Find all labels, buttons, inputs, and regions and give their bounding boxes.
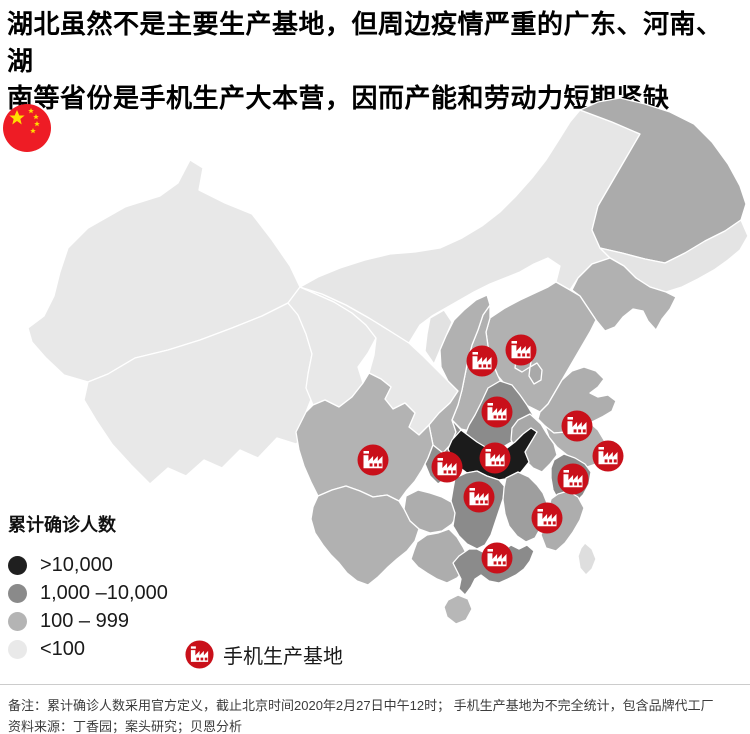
factory-site-icon-fujian bbox=[531, 502, 563, 534]
factory-icon bbox=[185, 640, 214, 669]
factory-site-icon-beijing bbox=[505, 334, 537, 366]
legend-swatch-2 bbox=[8, 611, 27, 631]
factory-legend: 手机生产基地 bbox=[185, 640, 343, 669]
province-yunnan bbox=[310, 485, 420, 586]
legend-row-100-999: 100 – 999 bbox=[8, 607, 168, 635]
factory-site-icon-zhejiang bbox=[557, 463, 589, 495]
province-hainan bbox=[443, 594, 473, 625]
legend-label: 1,000 –10,000 bbox=[40, 581, 168, 604]
factory-legend-label: 手机生产基地 bbox=[223, 646, 343, 668]
factory-site-icon-jiangsu bbox=[561, 410, 593, 442]
legend-label: 100 – 999 bbox=[40, 609, 129, 632]
footer-notes: 备注：累计确诊人数采用官方定义，截止北京时间2020年2月27日中午12时； 手… bbox=[0, 684, 750, 734]
legend-row-lt100: <100 bbox=[8, 635, 168, 663]
legend-label: <100 bbox=[40, 637, 86, 660]
provinces-layer bbox=[27, 97, 749, 625]
factory-site-icon-hunan bbox=[463, 481, 495, 513]
legend-row-gt10000: >10,000 bbox=[8, 551, 168, 579]
factory-site-icon-shanxi bbox=[466, 345, 498, 377]
legend-swatch-1 bbox=[8, 583, 27, 603]
case-legend: 累计确诊人数 >10,000 1,000 –10,000 100 – 999 <… bbox=[8, 511, 168, 663]
legend-swatch-0 bbox=[8, 555, 27, 575]
factory-site-icon-henan bbox=[481, 396, 513, 428]
factory-site-icon-chongqing bbox=[431, 451, 463, 483]
page-title-line2: 南等省份是手机生产大本营，因而产能和劳动力短期紧缺 bbox=[7, 83, 670, 113]
page-title-line1: 湖北虽然不是主要生产基地，但周边疫情严重的广东、河南、湖 bbox=[7, 9, 723, 76]
legend-label: >10,000 bbox=[40, 553, 113, 576]
legend-row-1000-10000: 1,000 –10,000 bbox=[8, 579, 168, 607]
footer-note: 备注：累计确诊人数采用官方定义，截止北京时间2020年2月27日中午12时； 手… bbox=[8, 698, 714, 713]
footer-source: 资料来源：丁香园；案头研究；贝恩分析 bbox=[8, 719, 243, 734]
china-flag-icon bbox=[3, 104, 51, 152]
legend-swatch-3 bbox=[8, 639, 27, 659]
factory-site-icon-guangdong bbox=[481, 542, 513, 574]
factory-site-icon-sichuan bbox=[357, 444, 389, 476]
page-title: 湖北虽然不是主要生产基地，但周边疫情严重的广东、河南、湖 南等省份是手机生产大本… bbox=[7, 6, 747, 117]
province-taiwan bbox=[577, 542, 597, 576]
province-anhui bbox=[510, 413, 558, 473]
factory-site-icon-hubei bbox=[479, 442, 511, 474]
case-legend-title: 累计确诊人数 bbox=[8, 515, 116, 535]
factory-site-icon-shanghai bbox=[592, 440, 624, 472]
province-tianjin bbox=[528, 362, 543, 385]
